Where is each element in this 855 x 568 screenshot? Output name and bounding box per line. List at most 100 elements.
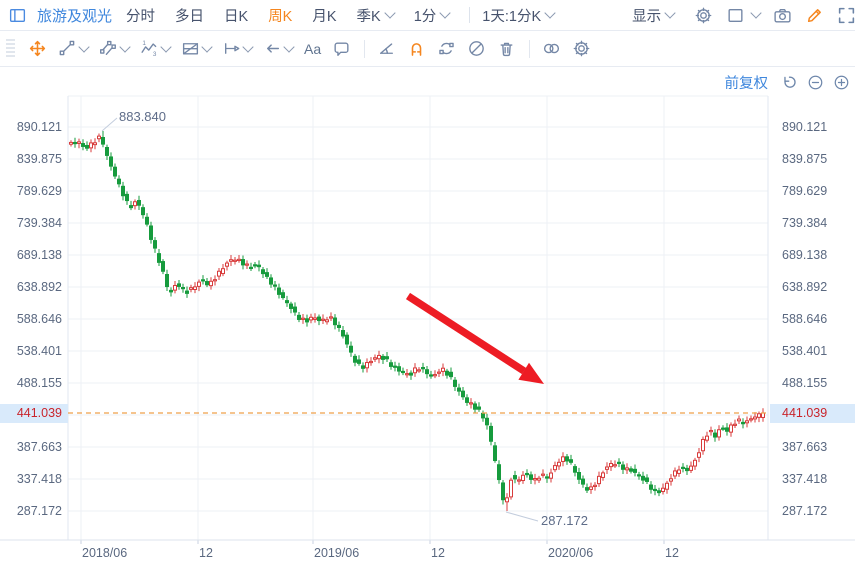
pencil-icon[interactable]: [805, 6, 824, 25]
y-axis-tick-left: 287.172: [16, 504, 62, 518]
symbol-name[interactable]: 旅游及观光: [37, 7, 113, 25]
menu-item-yue-k[interactable]: 月K: [312, 5, 336, 26]
drawn-arrow-annotation: [518, 362, 544, 384]
y-axis-tick-left: 689.138: [16, 248, 62, 262]
expand-icon[interactable]: [837, 6, 855, 25]
chevron-down-icon: [78, 40, 90, 53]
toolbar-divider: [529, 39, 531, 58]
menu-item-label: 显示: [632, 8, 662, 25]
y-axis-tick-right: 890.121: [782, 120, 828, 134]
y-axis-tick-right: 488.155: [782, 376, 828, 390]
move-tool-icon[interactable]: [26, 37, 49, 60]
y-axis-tick-right: 789.629: [782, 184, 828, 198]
toolbar-divider: [364, 39, 366, 58]
svg-text:1: 1: [142, 40, 146, 47]
menu-item-label: 分时: [126, 8, 156, 25]
y-axis-tick-right: 387.663: [782, 440, 828, 454]
y-axis-tick-right: 287.172: [782, 504, 828, 518]
y-axis-tick-left: 739.384: [16, 216, 62, 230]
menu-item-ji-k[interactable]: 季K: [356, 5, 396, 26]
x-axis-tick: 2020/06: [548, 546, 594, 560]
arrow-left-tool-icon[interactable]: [261, 37, 295, 60]
text-tool-label: Aa: [304, 40, 322, 57]
cycle-tool-icon[interactable]: [435, 37, 458, 60]
current-price-tag-right: 441.039: [770, 404, 855, 423]
x-axis-tick: 12: [199, 546, 213, 560]
menu-item-ri-k[interactable]: 日K: [224, 5, 248, 26]
menu-item-label: 季K: [356, 8, 381, 25]
trash-icon[interactable]: [495, 37, 518, 60]
chevron-down-icon: [544, 7, 556, 19]
current-price-tag-left: 441.039: [0, 404, 68, 423]
comment-tool-icon[interactable]: [330, 37, 353, 60]
y-axis-tick-left: 538.401: [16, 344, 62, 358]
y-axis-tick-right: 689.138: [782, 248, 828, 262]
menu-item-duori[interactable]: 多日: [175, 5, 204, 26]
y-axis-tick-left: 839.875: [16, 152, 62, 166]
x-axis-tick: 12: [431, 546, 445, 560]
camera-icon[interactable]: [773, 6, 792, 25]
y-axis-tick-right: 337.418: [782, 472, 828, 486]
chevron-down-icon: [283, 40, 295, 53]
y-axis-tick-right: 588.646: [782, 312, 828, 326]
x-axis-tick: 12: [665, 546, 679, 560]
toolbar-settings-icon[interactable]: [570, 37, 593, 60]
chevron-down-icon: [119, 40, 131, 53]
layout-select-icon[interactable]: [726, 6, 745, 25]
svg-text:3: 3: [153, 51, 157, 58]
y-axis-tick-left: 588.646: [16, 312, 62, 326]
menu-item-label: 多日: [175, 8, 205, 25]
y-axis-tick-right: 739.384: [782, 216, 828, 230]
y-axis-tick-right: 638.892: [782, 280, 828, 294]
y-axis-tick-left: 488.155: [16, 376, 62, 390]
zoom-in-icon[interactable]: [833, 74, 850, 91]
menu-item-label: 1天:1分K: [482, 8, 542, 25]
y-axis-tick-left: 789.629: [16, 184, 62, 198]
y-axis-tick-left: 890.121: [16, 120, 62, 134]
channel-tool-icon[interactable]: [97, 37, 131, 60]
menubar-right-icons: [694, 6, 855, 25]
y-axis-tick-right: 538.401: [782, 344, 828, 358]
menu-item-label: 日K: [224, 8, 249, 25]
chevron-down-icon: [384, 7, 396, 19]
chevron-down-icon: [664, 7, 676, 19]
y-axis-tick-right: 839.875: [782, 152, 828, 166]
extend-line-tool-icon[interactable]: [220, 37, 254, 60]
menu-item-yi-fen[interactable]: 1分: [413, 5, 451, 26]
magnet-tool-icon[interactable]: [405, 37, 428, 60]
menubar: 旅游及观光 分时 多日 日K 周K 月K 季K 1分 1天:1分K 显示: [0, 0, 855, 31]
text-tool[interactable]: Aa: [302, 39, 323, 59]
menu-divider: [469, 7, 471, 23]
adjust-mode-label[interactable]: 前复权: [724, 76, 769, 92]
x-axis-tick: 2018/06: [82, 546, 128, 560]
menu-item-label: 月K: [312, 8, 337, 25]
venn-tool-icon[interactable]: [540, 37, 563, 60]
period-menu: 分时 多日 日K 周K 月K 季K 1分 1天:1分K 显示: [126, 5, 694, 26]
angle-tool-icon[interactable]: [375, 37, 398, 60]
menu-item-xianshi[interactable]: 显示: [632, 5, 676, 26]
panel-layout-icon[interactable]: [8, 6, 27, 25]
menu-item-label: 周K: [268, 8, 293, 25]
low-price-annotation: 287.172: [541, 513, 588, 528]
y-axis-tick-left: 638.892: [16, 280, 62, 294]
menu-item-fenshi[interactable]: 分时: [126, 5, 155, 26]
trendline-tool-icon[interactable]: [56, 37, 90, 60]
drag-handle[interactable]: [4, 37, 18, 61]
zoom-out-icon[interactable]: [807, 74, 824, 91]
chevron-down-icon: [750, 7, 762, 19]
chevron-down-icon: [242, 40, 254, 53]
y-axis-tick-left: 387.663: [16, 440, 62, 454]
fib-box-tool-icon[interactable]: [179, 37, 213, 60]
menu-item-zhou-k[interactable]: 周K: [268, 5, 292, 26]
hide-drawings-icon[interactable]: [465, 37, 488, 60]
menu-item-label: 1分: [413, 8, 437, 25]
drawing-toolbar: 1 3 Aa: [0, 31, 855, 67]
undo-icon[interactable]: [781, 74, 798, 91]
gear-icon[interactable]: [694, 6, 713, 25]
chevron-down-icon: [439, 7, 451, 19]
menu-item-tian-fen[interactable]: 1天:1分K: [482, 5, 556, 26]
